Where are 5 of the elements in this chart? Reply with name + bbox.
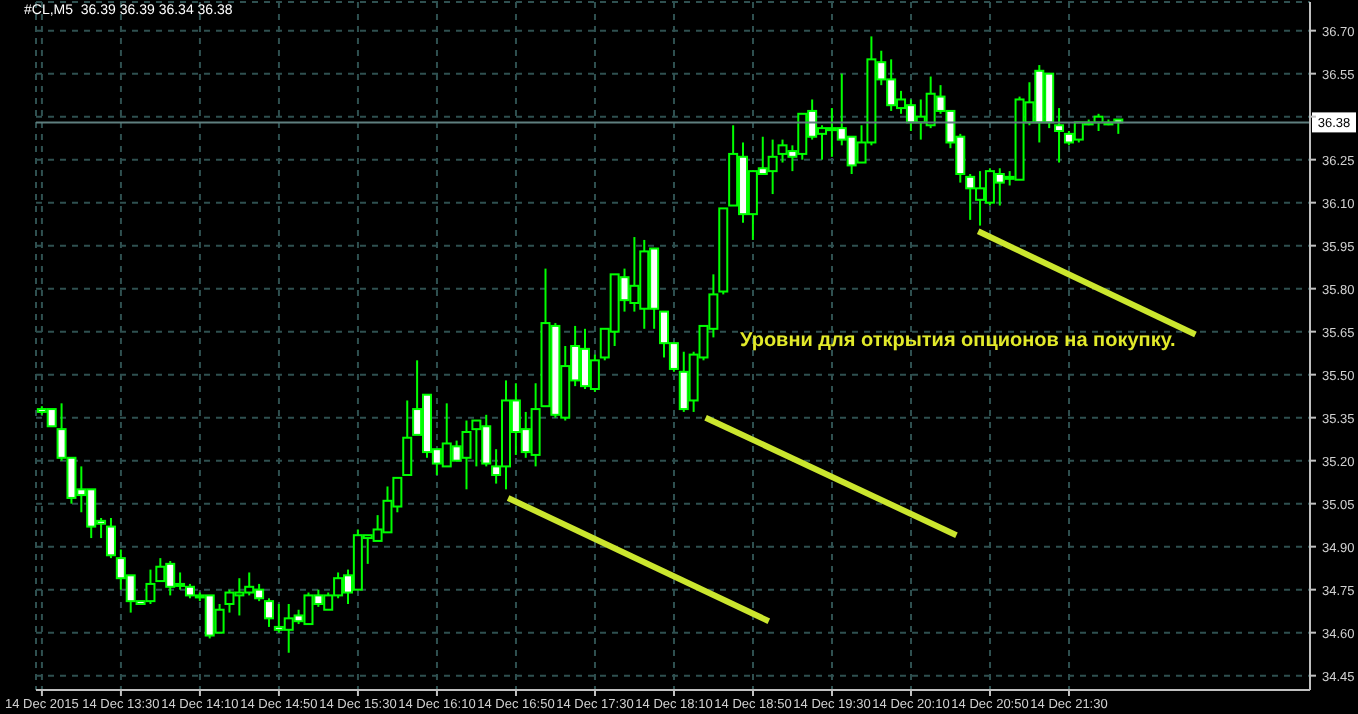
candlestick — [1054, 107, 1065, 164]
candlestick — [402, 399, 413, 476]
annotation: Уровни для открытия опционов на покупку. — [740, 330, 1176, 352]
candlestick — [105, 517, 116, 560]
candlestick — [263, 597, 274, 628]
